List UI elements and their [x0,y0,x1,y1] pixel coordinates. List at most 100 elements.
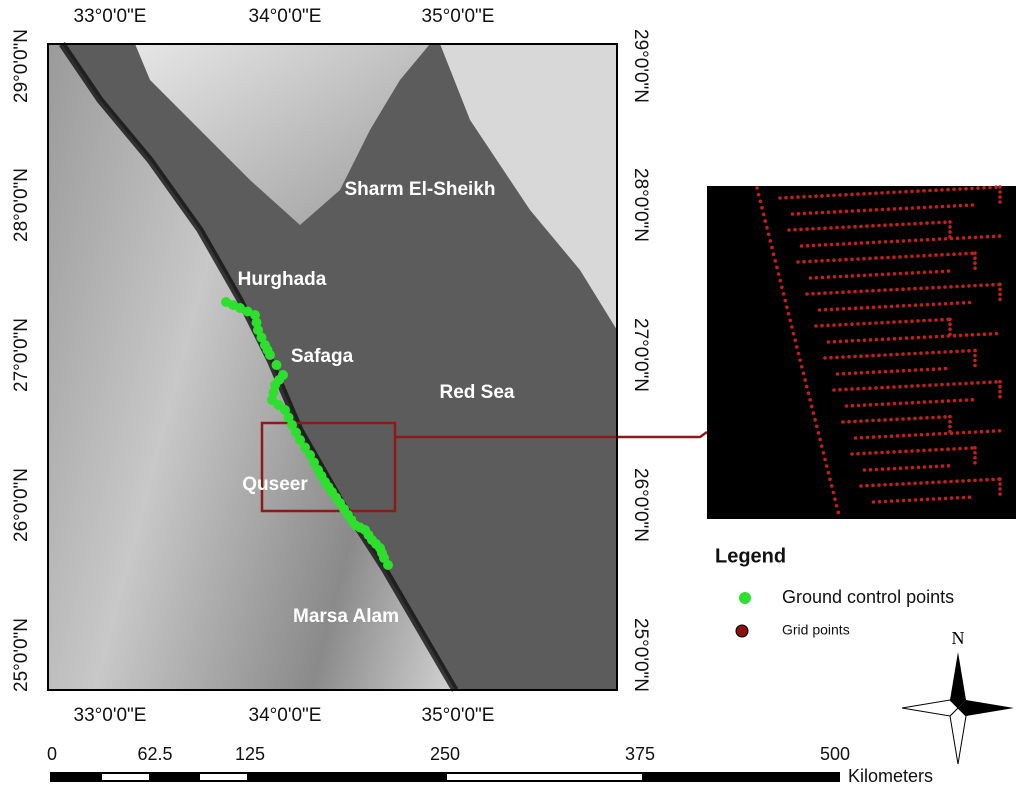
grid-dot [848,307,852,311]
grid-dot [958,187,962,191]
grid-dot [931,286,935,290]
grid-dot [803,212,807,216]
grid-dot [869,403,873,407]
lat-label: 28°0'0"N [630,168,651,242]
grid-dot [883,483,887,487]
grid-dot [907,352,911,356]
grid-dot [853,355,857,359]
grid-dot [955,285,959,289]
grid-dot [941,270,945,274]
grid-dot [808,195,812,199]
grid-dot [850,193,854,197]
grid-dot [961,284,965,288]
gcp-dot [265,350,275,360]
grid-dot [892,450,896,454]
grid-dot [830,243,834,247]
grid-dot [824,308,828,312]
grid-dot [814,194,818,198]
grid-dot [860,241,864,245]
grid-dot [823,291,827,295]
grid-dot [866,436,870,440]
grid-dot [973,349,977,353]
grid-dot [932,497,936,501]
grid-dot [985,478,989,482]
grid-dot [941,399,945,403]
grid-dot [866,371,870,375]
grid-dot [899,337,903,341]
grid-dot [904,255,908,259]
grid-dot [977,333,981,337]
grid-dot [925,286,929,290]
grid-dot [943,220,947,224]
grid-dot [777,272,781,276]
grid-dot [841,226,845,230]
grid-dot [844,323,848,327]
grid-dot [898,450,902,454]
grid-dot [902,434,906,438]
grid-dot [952,252,956,256]
grid-dot [901,223,905,227]
grid-dot [836,372,840,376]
grid-dot [895,288,899,292]
grid-dot [854,242,858,246]
grid-dot [827,275,831,279]
lon-label: 35°0'0"E [422,705,495,726]
grid-dot [865,354,869,358]
grid-dot [896,434,900,438]
grid-dot [818,438,822,442]
grid-dot [908,239,912,243]
grid-dot [925,416,929,420]
grid-dot [829,356,833,360]
grid-dot [949,480,953,484]
grid-dot [845,210,849,214]
grid-dot [878,500,882,504]
grid-dot [947,334,951,338]
lat-label: 26°0'0"N [11,468,32,542]
grid-dot [868,451,872,455]
grid-dot [792,332,796,336]
grid-dot [948,220,952,224]
grid-dot [901,417,905,421]
grid-dot [919,287,923,291]
grid-dot [830,484,834,488]
grid-dot [872,435,876,439]
grid-dot [886,386,890,390]
grid-dot [937,351,941,355]
grid-dot [914,433,918,437]
grid-dot [757,193,761,197]
grid-dot [881,338,885,342]
grid-dot [854,306,858,310]
grid-dot [962,301,966,305]
grid-dot [825,464,829,468]
grid-dot [854,371,858,375]
grid-dot [860,436,864,440]
grid-dot [982,186,986,190]
grid-dot [967,284,971,288]
grid-dot [905,207,909,211]
grid-dot [964,382,968,386]
grid-dot [884,240,888,244]
grid-dot [948,425,952,429]
grid-dot [826,194,830,198]
grid-dot [833,210,837,214]
grid-dot [886,256,890,260]
grid-dot [908,369,912,373]
grid-dot [835,291,839,295]
grid-dot [935,270,939,274]
grid-dot [973,261,977,265]
grid-dot [955,479,959,483]
grid-dot [765,226,769,230]
grid-dot [913,482,917,486]
grid-dot [926,498,930,502]
grid-dot [913,287,917,291]
lat-label: 27°0'0"N [630,318,651,392]
place-label: Safaga [291,346,354,367]
grid-dot [871,419,875,423]
grid-dot [935,400,939,404]
grid-dot [892,385,896,389]
grid-dot [896,304,900,308]
grid-dot [886,450,890,454]
grid-dot [929,400,933,404]
grid-dot [946,188,950,192]
grid-dot [913,222,917,226]
